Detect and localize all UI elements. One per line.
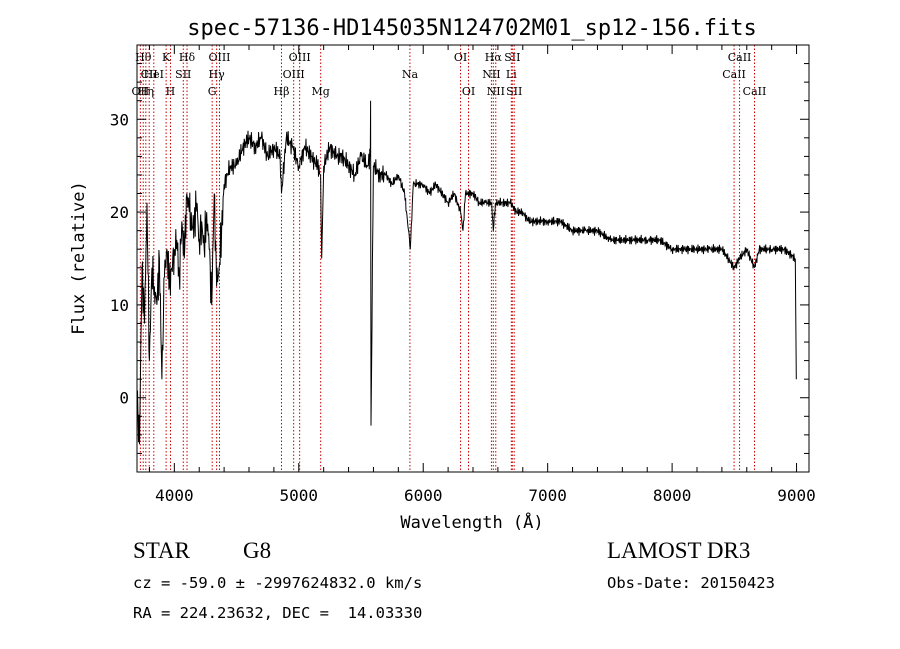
line-marker-label: H (166, 85, 176, 98)
y-tick-label: 20 (110, 203, 129, 222)
line-marker-label: G (208, 85, 217, 98)
line-marker-label: SII (175, 68, 191, 81)
y-tick-label: 30 (110, 110, 129, 129)
x-tick-label: 9000 (777, 486, 816, 505)
spectrum-line (136, 100, 797, 445)
line-marker-label: NII (482, 68, 500, 81)
y-axis-label: Flux (relative) (69, 181, 89, 335)
line-marker-label: SII (506, 85, 522, 98)
object-class-label: STAR (133, 538, 190, 563)
y-tick-label: 0 (119, 389, 129, 408)
line-marker-label: NII (487, 85, 505, 98)
line-marker-label: Hθ (135, 51, 152, 64)
subclass-label: G8 (243, 538, 272, 563)
line-marker-label: Na (402, 68, 419, 81)
survey-label: LAMOST DR3 (607, 538, 751, 563)
line-marker-label: OI (462, 85, 475, 98)
line-marker-label: OIII (289, 51, 311, 64)
line-marker-label: Mg (312, 85, 330, 98)
line-marker-label: OI (454, 51, 467, 64)
line-marker-label: Hβ (274, 85, 290, 98)
line-marker-label: SII (504, 51, 520, 64)
line-marker-label: K (162, 51, 171, 64)
axis-ticks: 4000 5000 6000 7000 8000 9000 0 10 20 30 (110, 45, 816, 505)
line-marker-label: CaII (722, 68, 746, 81)
spectrum-series (136, 100, 797, 445)
emission-line-markers: OIIHθHηCIIHeIKHSIIHδGHγOIIIHβOIIIOIIIMgN… (132, 45, 767, 472)
chart-title: spec-57136-HD145035N124702M01_sp12-156.f… (187, 16, 757, 41)
cz-line: cz = -59.0 ± -2997624832.0 km/s (133, 574, 423, 592)
line-marker-label: OIII (208, 51, 230, 64)
y-tick-label: 10 (110, 296, 129, 315)
line-marker-label: CaII (743, 85, 767, 98)
x-tick-label: 4000 (155, 486, 194, 505)
x-tick-label: 5000 (280, 486, 319, 505)
x-tick-label: 8000 (653, 486, 692, 505)
x-tick-label: 6000 (404, 486, 443, 505)
line-marker-label: Hα (485, 51, 503, 64)
x-tick-label: 7000 (528, 486, 567, 505)
line-marker-label: HeI (144, 68, 164, 81)
line-marker-label: Hγ (209, 68, 226, 81)
x-axis-label: Wavelength (Å) (400, 511, 543, 533)
line-marker-label: CaII (728, 51, 752, 64)
obs-date-line: Obs-Date: 20150423 (607, 574, 775, 592)
line-marker-label: Hδ (179, 51, 196, 64)
line-marker-label: Hη (138, 85, 154, 98)
line-marker-label: OIII (283, 68, 305, 81)
line-marker-label: Li (506, 68, 517, 81)
ra-dec-line: RA = 224.23632, DEC = 14.03330 (133, 604, 423, 622)
line-marker-label: OII (132, 85, 150, 98)
plot-frame (136, 44, 810, 473)
